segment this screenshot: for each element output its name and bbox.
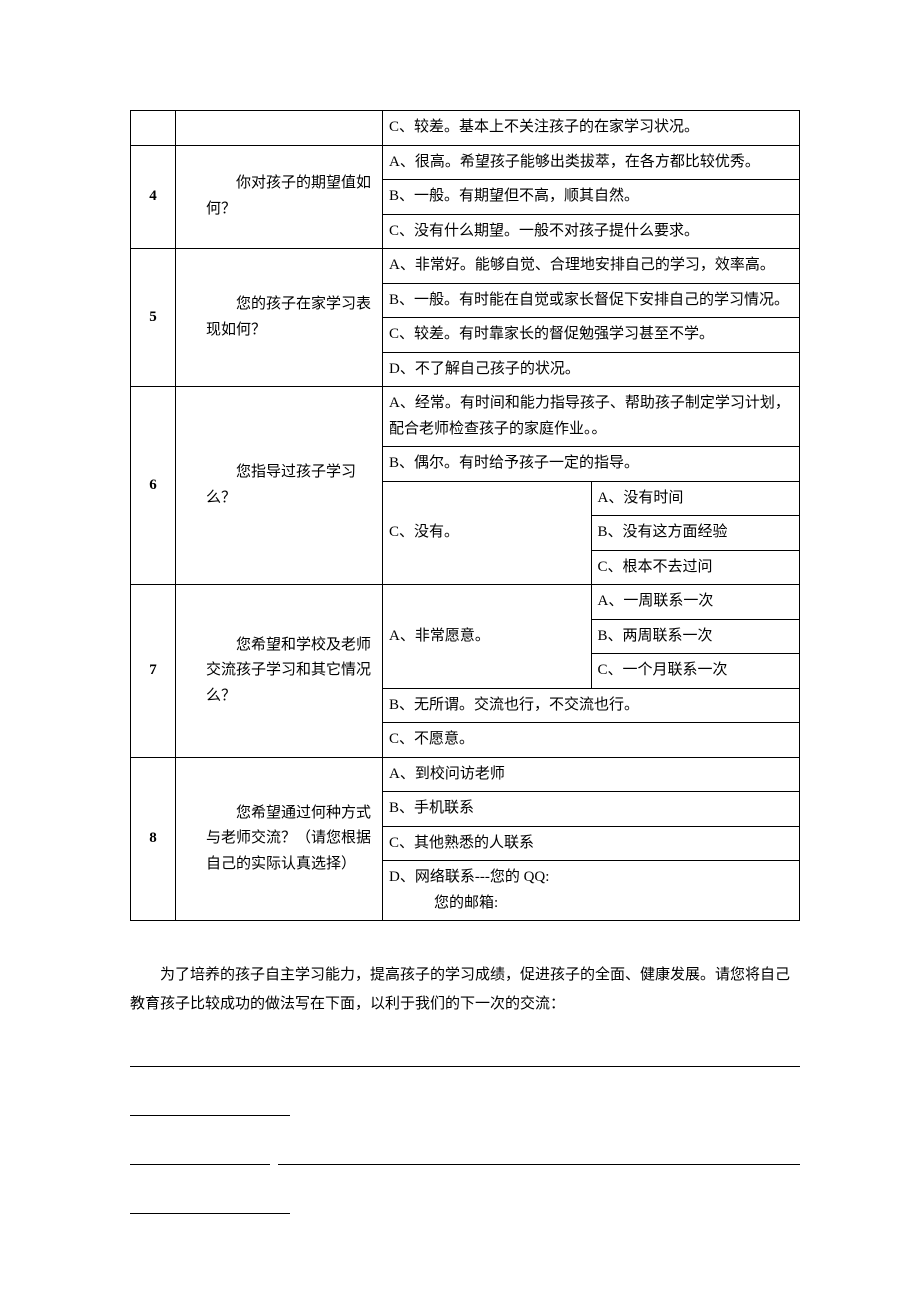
option-prefix: B、 <box>389 455 414 471</box>
option-prefix: D、 <box>389 361 415 377</box>
sub-answer-cell: B、没有这方面经验 <box>591 516 800 551</box>
write-line <box>130 1193 290 1214</box>
option-prefix: C、 <box>598 559 623 575</box>
answer-cell: C、较差。有时靠家长的督促勉强学习甚至不学。 <box>383 318 800 353</box>
answer-cell: A、非常愿意。 <box>383 585 592 689</box>
answer-cell: C、没有。 <box>383 481 592 585</box>
answer-cell: B、手机联系 <box>383 792 800 827</box>
answer-cell: B、无所谓。交流也行，不交流也行。 <box>383 688 800 723</box>
option-text: 较差。有时靠家长的督促勉强学习甚至不学。 <box>414 326 714 342</box>
question-cell: 你对孩子的期望值如何？ <box>176 145 383 249</box>
num-cell: 7 <box>131 585 176 758</box>
table-row: 6 您指导过孩子学习么？ A、经常。有时间和能力指导孩子、帮助孩子制定学习计划，… <box>131 387 800 447</box>
answer-cell: C、不愿意。 <box>383 723 800 758</box>
option-text: D、网络联系---您的 QQ: <box>389 869 549 885</box>
answer-cell: C、其他熟悉的人联系 <box>383 826 800 861</box>
option-text: 不了解自己孩子的状况。 <box>415 361 580 377</box>
option-text: 没有这方面经验 <box>623 524 728 540</box>
option-prefix: B、 <box>389 800 414 816</box>
option-text: 偶尔。有时给予孩子一定的指导。 <box>414 455 639 471</box>
answer-cell: C、较差。基本上不关注孩子的在家学习状况。 <box>383 111 800 146</box>
option-prefix: C、 <box>389 119 414 135</box>
option-prefix: A、 <box>598 490 624 506</box>
question-cell: 您希望通过何种方式与老师交流？（请您根据自己的实际认真选择） <box>176 757 383 921</box>
option-text: 无所谓。交流也行，不交流也行。 <box>414 697 639 713</box>
sub-answer-cell: A、一周联系一次 <box>591 585 800 620</box>
option-prefix: B、 <box>389 188 414 204</box>
answer-cell: A、经常。有时间和能力指导孩子、帮助孩子制定学习计划，配合老师检查孩子的家庭作业… <box>383 387 800 447</box>
answer-cell: A、非常好。能够自觉、合理地安排自己的学习，效率高。 <box>383 249 800 284</box>
option-prefix: A、 <box>389 766 415 782</box>
question-cell: 您的孩子在家学习表现如何？ <box>176 249 383 387</box>
closing-paragraph: 为了培养的孩子自主学习能力，提高孩子的学习成绩，促进孩子的全面、健康发展。请您将… <box>130 961 800 1018</box>
option-text: 非常好。能够自觉、合理地安排自己的学习，效率高。 <box>415 257 775 273</box>
question-cell <box>176 111 383 146</box>
option-prefix: A、 <box>389 257 415 273</box>
option-prefix: B、 <box>389 697 414 713</box>
option-text: 很高。希望孩子能够出类拔萃，在各方都比较优秀。 <box>415 154 760 170</box>
sub-answer-cell: A、没有时间 <box>591 481 800 516</box>
num-cell: 5 <box>131 249 176 387</box>
option-text: 一般。有时能在自觉或家长督促下安排自己的学习情况。 <box>414 292 789 308</box>
num-cell: 8 <box>131 757 176 921</box>
page-container: C、较差。基本上不关注孩子的在家学习状况。 4 你对孩子的期望值如何？ A、很高… <box>0 0 920 1274</box>
option-text: 没有什么期望。一般不对孩子提什么要求。 <box>414 223 699 239</box>
table-row: 5 您的孩子在家学习表现如何？ A、非常好。能够自觉、合理地安排自己的学习，效率… <box>131 249 800 284</box>
option-prefix: B、 <box>389 292 414 308</box>
answer-cell: B、偶尔。有时给予孩子一定的指导。 <box>383 447 800 482</box>
answer-cell: D、网络联系---您的 QQ: 您的邮箱: <box>383 861 800 921</box>
table-row: 8 您希望通过何种方式与老师交流？（请您根据自己的实际认真选择） A、到校问访老… <box>131 757 800 792</box>
option-text: 一个月联系一次 <box>623 662 728 678</box>
option-text: 经常。有时间和能力指导孩子、帮助孩子制定学习计划，配合老师检查孩子的家庭作业。。 <box>389 395 790 437</box>
answer-cell: A、很高。希望孩子能够出类拔萃，在各方都比较优秀。 <box>383 145 800 180</box>
option-text: 一般。有期望但不高，顺其自然。 <box>414 188 639 204</box>
option-prefix: C、 <box>389 731 414 747</box>
option-prefix: C、 <box>389 835 414 851</box>
answer-cell: D、不了解自己孩子的状况。 <box>383 352 800 387</box>
write-line <box>130 1046 800 1067</box>
answer-cell: B、一般。有期望但不高，顺其自然。 <box>383 180 800 215</box>
sub-answer-cell: C、根本不去过问 <box>591 550 800 585</box>
option-text: 其他熟悉的人联系 <box>414 835 534 851</box>
answer-cell: B、一般。有时能在自觉或家长督促下安排自己的学习情况。 <box>383 283 800 318</box>
write-line-seg <box>278 1144 800 1165</box>
option-text: 没有时间 <box>623 490 683 506</box>
table-row: 4 你对孩子的期望值如何？ A、很高。希望孩子能够出类拔萃，在各方都比较优秀。 <box>131 145 800 180</box>
option-prefix: C、 <box>389 326 414 342</box>
option-prefix: A、 <box>389 154 415 170</box>
option-text: 到校问访老师 <box>415 766 505 782</box>
write-line-seg <box>130 1144 270 1165</box>
write-line-split <box>130 1144 800 1165</box>
question-cell: 您指导过孩子学习么？ <box>176 387 383 585</box>
option-text: 手机联系 <box>414 800 474 816</box>
option-prefix: C、 <box>598 662 623 678</box>
option-prefix: A、 <box>389 395 415 411</box>
num-cell <box>131 111 176 146</box>
option-prefix: A、 <box>598 593 624 609</box>
num-cell: 6 <box>131 387 176 585</box>
option-prefix: B、 <box>598 628 623 644</box>
answer-cell: A、到校问访老师 <box>383 757 800 792</box>
num-cell: 4 <box>131 145 176 249</box>
write-line <box>130 1095 290 1116</box>
option-text: 较差。基本上不关注孩子的在家学习状况。 <box>414 119 699 135</box>
answer-cell: C、没有什么期望。一般不对孩子提什么要求。 <box>383 214 800 249</box>
table-row: 7 您希望和学校及老师交流孩子学习和其它情况么？ A、非常愿意。 A、一周联系一… <box>131 585 800 620</box>
option-text: 根本不去过问 <box>623 559 713 575</box>
option-text: 一周联系一次 <box>623 593 713 609</box>
survey-table: C、较差。基本上不关注孩子的在家学习状况。 4 你对孩子的期望值如何？ A、很高… <box>130 110 800 921</box>
option-text: 两周联系一次 <box>623 628 713 644</box>
sub-answer-cell: C、一个月联系一次 <box>591 654 800 689</box>
table-row: C、较差。基本上不关注孩子的在家学习状况。 <box>131 111 800 146</box>
question-cell: 您希望和学校及老师交流孩子学习和其它情况么？ <box>176 585 383 758</box>
sub-answer-cell: B、两周联系一次 <box>591 619 800 654</box>
option-text: 您的邮箱: <box>389 895 498 911</box>
option-prefix: B、 <box>598 524 623 540</box>
option-text: 不愿意。 <box>414 731 474 747</box>
option-prefix: C、 <box>389 223 414 239</box>
